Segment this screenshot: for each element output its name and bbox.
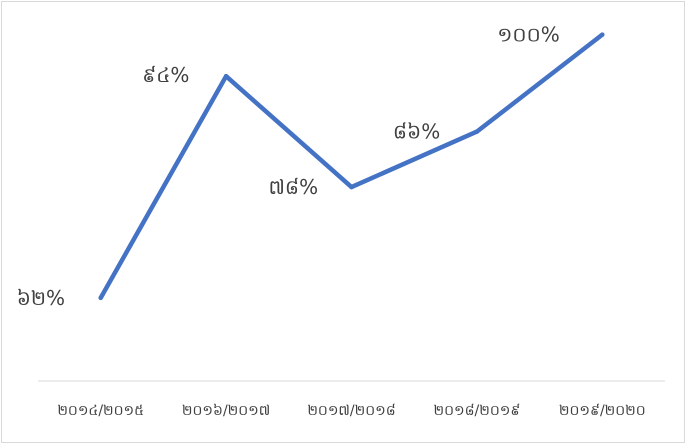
- series-layer: [98, 32, 605, 301]
- data-point: [474, 129, 480, 134]
- data-label-layer: ៦២% ៩៤% ៧៨% ៨៦% ១០០%: [17, 23, 560, 310]
- x-tick-label: ២០១៧/២០១៨: [307, 403, 395, 419]
- data-point: [600, 32, 605, 37]
- data-point: [223, 73, 229, 79]
- data-point: [349, 184, 354, 190]
- data-point: [98, 295, 103, 301]
- data-label: ៦២%: [17, 286, 65, 310]
- data-label: ៨៦%: [393, 120, 440, 144]
- data-label: ៧៨%: [269, 175, 319, 199]
- x-tick-label: ២០១៨/២០១៩: [434, 403, 521, 419]
- x-tick-layer: ២០១៤/២០១៥ ២០១៦/២០១៧ ២០១៧/២០១៨ ២០១៨/២០១៩ ២០១៩…: [57, 403, 645, 419]
- x-tick-label: ២០១៤/២០១៥: [57, 403, 144, 419]
- x-tick-label: ២០១៩/២០២០: [559, 403, 646, 419]
- data-label: ១០០%: [497, 23, 559, 47]
- x-tick-label: ២០១៦/២០១៧: [182, 403, 270, 419]
- data-label: ៩៤%: [142, 63, 189, 87]
